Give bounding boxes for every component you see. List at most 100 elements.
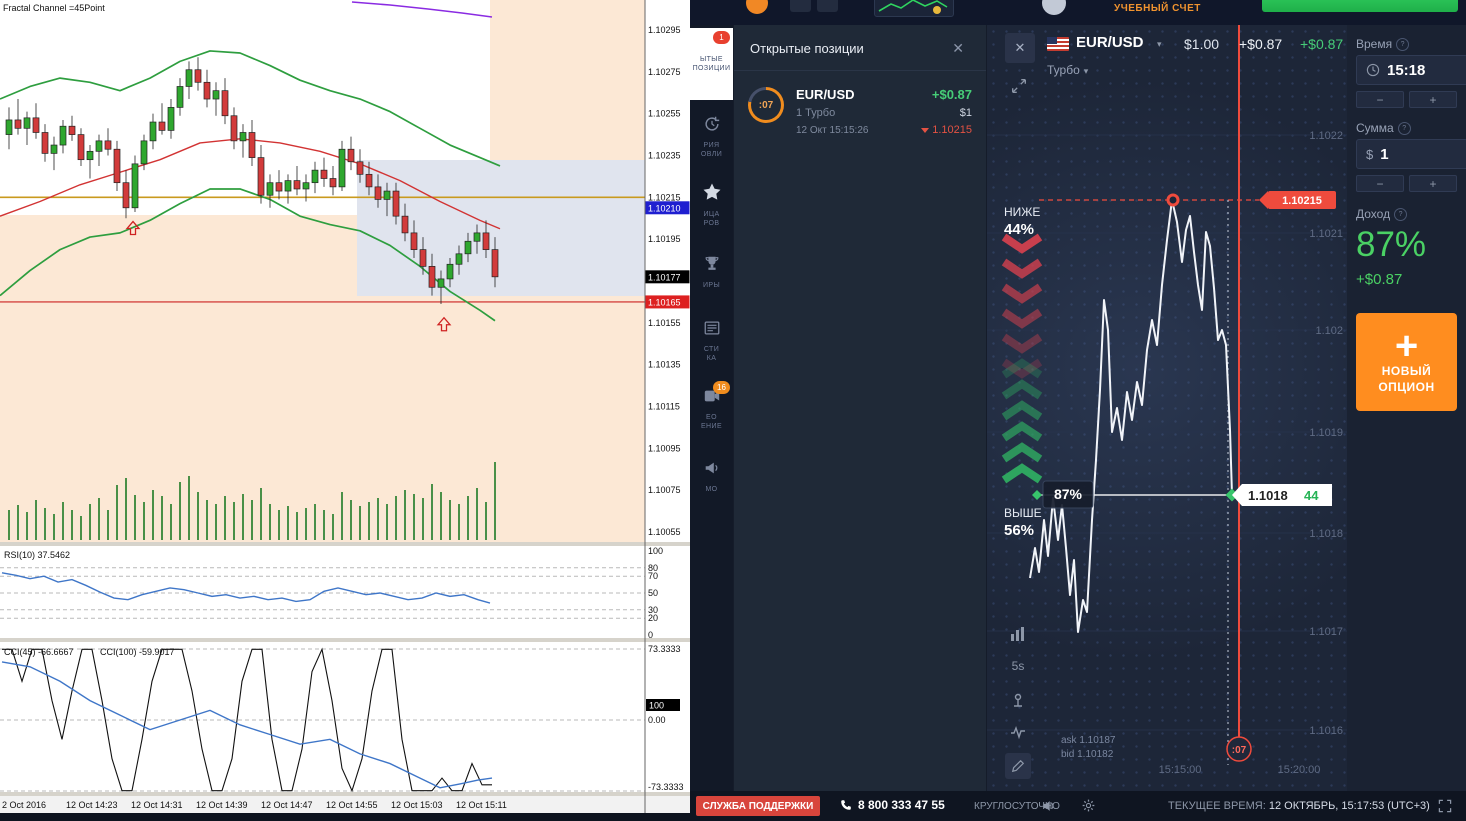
position-type: 1 Турбо <box>796 107 836 119</box>
svg-text:44: 44 <box>1304 488 1319 503</box>
svg-text:1.1017: 1.1017 <box>1309 626 1343 638</box>
sidebar-item-open-positions[interactable]: 1 ЫТЫЕ ПОЗИЦИИ <box>690 28 733 100</box>
sound-icon[interactable] <box>1042 799 1056 817</box>
amount-label: Сумма? <box>1356 121 1457 135</box>
svg-text:87%: 87% <box>1054 486 1083 502</box>
price-line-chart[interactable]: 1.1022 1.1021 1.102 1.1019 1.1018 1.1017 1.101… <box>987 25 1347 791</box>
promo-banner[interactable] <box>874 0 954 17</box>
drawing-pencil-icon[interactable] <box>1005 753 1031 779</box>
svg-text:1.1022: 1.1022 <box>1309 130 1343 142</box>
income-percent: 87% <box>1356 225 1427 264</box>
svg-text:1.1021: 1.1021 <box>1309 228 1343 240</box>
svg-text:bid 1.10182: bid 1.10182 <box>1061 749 1114 760</box>
position-profit: +$0.87 <box>931 87 972 102</box>
expand-chart-icon[interactable] <box>1010 77 1030 97</box>
interval-button[interactable]: 5s <box>1011 659 1025 673</box>
header-profit-change: +$0.87 <box>1300 36 1344 52</box>
plus-icon: + <box>1394 324 1419 368</box>
topbar-button[interactable] <box>817 0 838 12</box>
svg-text:73.3333: 73.3333 <box>648 644 681 654</box>
sidebar-item-promo[interactable]: МО <box>690 446 733 508</box>
svg-text:44%: 44% <box>1004 221 1034 238</box>
bottom-bar: СЛУЖБА ПОДДЕРЖКИ 8 800 333 47 55 КРУГЛОС… <box>690 791 1466 821</box>
top-bar: УЧЕБНЫЙ СЧЕТ <box>690 0 1466 25</box>
close-chart-icon[interactable]: ✕ <box>1005 33 1035 63</box>
svg-text:15:20:00: 15:20:00 <box>1278 764 1321 776</box>
svg-text:1.10255: 1.10255 <box>648 109 681 119</box>
active-pair-label[interactable]: EUR/USD <box>1076 34 1144 51</box>
expiry-time-field[interactable]: 15:18 <box>1356 55 1466 85</box>
info-icon[interactable]: ? <box>1396 37 1410 51</box>
amount-plus-button[interactable]: + <box>1409 175 1457 192</box>
indicators-icon[interactable] <box>1005 687 1031 713</box>
svg-text:CCI(100) -59.9017: CCI(100) -59.9017 <box>100 647 175 657</box>
svg-text:0.00: 0.00 <box>648 715 666 725</box>
time-minus-button[interactable]: − <box>1356 91 1404 108</box>
position-row[interactable]: :07 EUR/USD +$0.87 1 Турбо $1 12 Окт 15:… <box>734 71 986 152</box>
chevron-down-icon[interactable]: ▾ <box>1157 39 1162 49</box>
svg-text:12 Oct 14:23: 12 Oct 14:23 <box>66 800 118 810</box>
sidebar-item-label: ИЦА РОВ <box>703 210 720 227</box>
info-icon[interactable]: ? <box>1394 207 1408 221</box>
settings-gear-icon[interactable] <box>1082 799 1095 817</box>
support-hours: КРУГЛОСУТОЧНО <box>974 801 1060 812</box>
chevron-down-icon: ▾ <box>1083 66 1089 76</box>
platform-chart[interactable]: 1.1022 1.1021 1.102 1.1019 1.1018 1.1017 1.101… <box>987 25 1347 791</box>
svg-text:50: 50 <box>648 588 658 598</box>
sparkline-icon <box>878 0 948 14</box>
svg-text:ВЫШЕ: ВЫШЕ <box>1004 506 1042 520</box>
svg-text:1.10115: 1.10115 <box>648 402 680 412</box>
svg-text:20: 20 <box>648 613 658 623</box>
option-type-select[interactable]: Турбо ▾ <box>1047 63 1089 77</box>
mt4-chart-window: RSI(10) 37.5462 100 80 70 50 30 20 0 CCI(45) -66… <box>0 0 690 813</box>
trade-controls: Время? 15:18 − + Сумма? $ 1 − + Дох <box>1347 25 1466 791</box>
amount-stepper: − + <box>1356 175 1457 192</box>
panel-title: Открытые позиции <box>750 41 864 56</box>
sidebar-item-trade-history[interactable]: РИЯ ОВЛИ <box>690 106 733 168</box>
svg-text:1.1019: 1.1019 <box>1309 427 1343 439</box>
oscillator-icon[interactable] <box>1005 719 1031 745</box>
svg-text::07: :07 <box>1232 745 1247 756</box>
sidebar-item-label: СТИ КА <box>703 345 720 362</box>
sidebar-item-video-tutorials[interactable]: 16 ЕО ЕНИЕ <box>690 378 733 440</box>
sidebar-item-market-news[interactable]: СТИ КА <box>690 310 733 372</box>
svg-text:100: 100 <box>649 701 664 711</box>
sidebar-item-tournaments[interactable]: ИРЫ <box>690 242 733 304</box>
new-option-button[interactable]: + НОВЫЙ ОПЦИОН <box>1356 313 1457 411</box>
panel-header: Открытые позиции ✕ <box>734 25 986 71</box>
amount-minus-button[interactable]: − <box>1356 175 1404 192</box>
topbar-button[interactable] <box>790 0 811 12</box>
svg-text:2 Oct 2016: 2 Oct 2016 <box>2 800 46 810</box>
svg-text:12 Oct 15:03: 12 Oct 15:03 <box>391 800 443 810</box>
sidebar-item-label: ЫТЫЕ ПОЗИЦИИ <box>692 55 731 72</box>
chart-type-icon[interactable] <box>1005 621 1031 647</box>
svg-text:80: 80 <box>648 563 658 573</box>
app-logo-icon[interactable] <box>746 0 768 14</box>
amount-field[interactable]: $ 1 <box>1356 139 1466 169</box>
svg-text:1.10295: 1.10295 <box>648 25 681 35</box>
svg-text:12 Oct 14:55: 12 Oct 14:55 <box>326 800 378 810</box>
info-icon[interactable]: ? <box>1397 121 1411 135</box>
svg-text:1.10165: 1.10165 <box>648 297 681 307</box>
deposit-button[interactable] <box>1262 0 1458 12</box>
svg-text:1.10055: 1.10055 <box>648 527 681 537</box>
income-label: Доход? <box>1356 207 1457 221</box>
time-stepper: − + <box>1356 91 1457 108</box>
svg-text:1.1018: 1.1018 <box>1309 528 1343 540</box>
svg-text:1.10235: 1.10235 <box>648 151 681 161</box>
header-stake: $1.00 <box>1184 36 1220 52</box>
header-profit: +$0.87 <box>1239 36 1283 52</box>
time-plus-button[interactable]: + <box>1409 91 1457 108</box>
close-icon[interactable]: ✕ <box>946 39 970 58</box>
sidebar-item-leaderboard[interactable]: ИЦА РОВ <box>690 174 733 236</box>
support-button[interactable]: СЛУЖБА ПОДДЕРЖКИ <box>696 796 820 816</box>
svg-text:70: 70 <box>648 571 658 581</box>
position-pair: EUR/USD <box>796 87 855 102</box>
svg-text:ask 1.10187: ask 1.10187 <box>1061 735 1116 746</box>
avatar[interactable] <box>1042 0 1066 15</box>
fullscreen-icon[interactable] <box>1438 799 1452 818</box>
svg-text:1.1016: 1.1016 <box>1309 725 1343 737</box>
account-type-label[interactable]: УЧЕБНЫЙ СЧЕТ <box>1114 3 1201 14</box>
